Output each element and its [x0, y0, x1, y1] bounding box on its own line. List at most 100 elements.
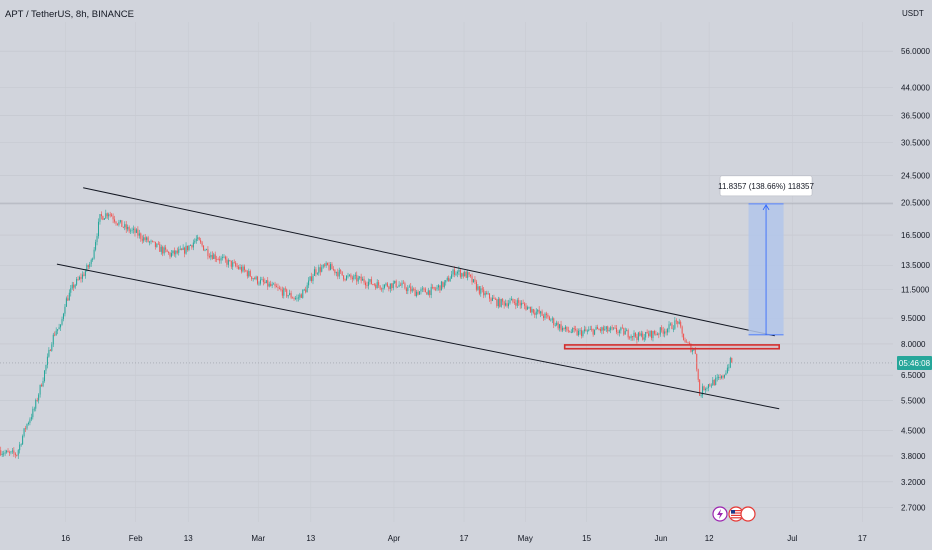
candle-body	[92, 258, 94, 260]
event-icon[interactable]	[740, 506, 756, 522]
candle-body	[543, 315, 545, 319]
candle-body	[608, 330, 610, 332]
symbol-title: APT / TetherUS, 8h, BINANCE	[5, 9, 135, 20]
time-tick-label: Mar	[251, 534, 265, 543]
candle-body	[551, 318, 553, 320]
currency-label: USDT	[902, 9, 924, 18]
candle-body	[127, 226, 129, 230]
candle-body	[381, 288, 383, 290]
time-tick-label: Apr	[388, 534, 401, 543]
candle-body	[502, 299, 504, 302]
candle-body	[650, 330, 653, 339]
candle-body	[351, 277, 353, 280]
candle-body	[677, 321, 679, 324]
candle-body	[245, 270, 247, 272]
candle-body	[410, 286, 412, 292]
candle-body	[344, 279, 346, 281]
price-tick-label: 3.8000	[901, 452, 926, 461]
candle-body	[563, 327, 565, 330]
candle-body	[119, 220, 121, 222]
candle-body	[506, 303, 508, 307]
candle-body	[80, 277, 82, 279]
candle-body	[363, 278, 365, 283]
candle-body	[271, 284, 273, 286]
candle-body	[613, 327, 615, 329]
candle-body	[633, 332, 635, 338]
candle-body	[391, 283, 393, 289]
candle-body	[54, 334, 56, 336]
candle-body	[210, 254, 212, 258]
flag-stripe	[731, 517, 741, 519]
candle-body	[723, 374, 725, 378]
candle-body	[653, 331, 655, 334]
candle-body	[456, 271, 458, 274]
candle-body	[426, 292, 428, 295]
time-axis[interactable]: 16 Feb 13 Mar 13 Apr 17 May 15 Jun 12 Jul 17	[61, 534, 867, 543]
price-tick-label: 8.0000	[901, 340, 926, 349]
candle-body	[226, 259, 228, 265]
candle-body	[239, 267, 241, 269]
candle-body	[564, 326, 566, 330]
candle-body	[519, 302, 521, 306]
candle-body	[48, 349, 50, 357]
candle-body	[686, 341, 688, 343]
candle-body	[68, 292, 70, 301]
channel-upper-line[interactable]	[83, 187, 775, 337]
status-icons[interactable]	[712, 506, 756, 522]
candle-body	[607, 326, 609, 332]
candle-body	[413, 288, 415, 290]
candle-body	[6, 450, 8, 453]
candle-body	[22, 436, 24, 445]
candle-body	[508, 303, 510, 307]
candle-body	[529, 306, 531, 313]
candle-body	[33, 408, 35, 410]
candle-body	[408, 286, 410, 288]
candle-body	[332, 269, 334, 270]
price-axis[interactable]: 56.0000 44.0000 36.5000 30.5000 24.5000 20.50…	[897, 47, 932, 512]
candle-body	[573, 327, 575, 330]
candle-body	[195, 238, 197, 241]
candle-body	[106, 213, 108, 217]
candle-body	[595, 327, 597, 330]
candle-body	[467, 272, 469, 278]
candle-body	[220, 257, 222, 261]
time-tick-label: May	[518, 534, 533, 543]
candle-body	[435, 288, 437, 290]
candle-body	[477, 286, 479, 290]
candle-body	[718, 377, 720, 378]
candle-body	[357, 277, 359, 282]
price-tick-label: 11.5000	[901, 285, 930, 294]
time-tick-label: 13	[306, 534, 315, 543]
candle-body	[227, 260, 229, 265]
candle-body	[459, 269, 461, 277]
candle-body	[233, 262, 235, 264]
candle-body	[626, 330, 628, 332]
time-tick-label: Jun	[655, 534, 668, 543]
candle-body	[579, 330, 581, 332]
candle-body	[162, 246, 164, 254]
candle-body	[238, 266, 240, 269]
candle-body	[166, 249, 168, 253]
candle-body	[20, 444, 22, 446]
support-zone[interactable]	[563, 344, 780, 350]
candle-body	[16, 455, 18, 456]
candle-body	[319, 267, 321, 272]
candle-body	[630, 336, 632, 339]
candle-body	[356, 275, 358, 282]
candle-body	[133, 228, 135, 230]
candle-body	[621, 327, 623, 329]
drawings[interactable]: 11.8357 (138.66%) 118357	[0, 175, 893, 410]
price-tick-label: 13.5000	[901, 261, 930, 270]
candle-body	[61, 319, 63, 325]
candle-body	[553, 318, 555, 326]
channel-lower-line[interactable]	[56, 263, 780, 410]
candle-body	[437, 285, 439, 288]
candle-body	[693, 349, 695, 351]
candle-body	[454, 269, 456, 275]
candle-body	[655, 333, 657, 335]
candle-body	[397, 286, 399, 288]
candle-body	[618, 330, 620, 334]
candle-body	[111, 214, 113, 217]
candle-body	[188, 245, 190, 251]
